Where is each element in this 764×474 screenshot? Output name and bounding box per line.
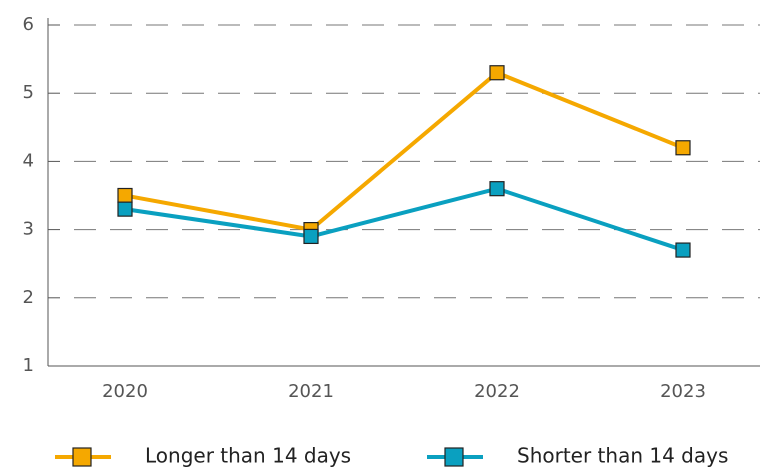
y-tick-label: 6 [23,14,34,35]
marker [489,181,505,197]
x-tick-label: 2021 [288,381,334,402]
marker [675,242,691,258]
marker [117,187,133,204]
x-tick-label: 2022 [474,381,520,402]
marker [303,228,319,245]
y-tick-label: 1 [23,355,34,376]
x-tick-label: 2020 [102,381,148,402]
legend-label: Shorter than 14 days [517,444,728,468]
x-tick-label: 2023 [660,381,706,402]
marker [117,201,133,217]
y-tick-label: 3 [23,219,34,240]
y-tick-label: 5 [23,82,34,103]
marker [675,140,691,156]
y-tick-label: 2 [23,287,34,308]
marker [489,65,505,81]
y-tick-label: 4 [23,150,34,171]
series-line [124,70,684,232]
series-line [124,186,684,252]
legend-label: Longer than 14 days [145,444,351,468]
legend-marker [72,447,92,467]
legend-marker [444,447,464,467]
